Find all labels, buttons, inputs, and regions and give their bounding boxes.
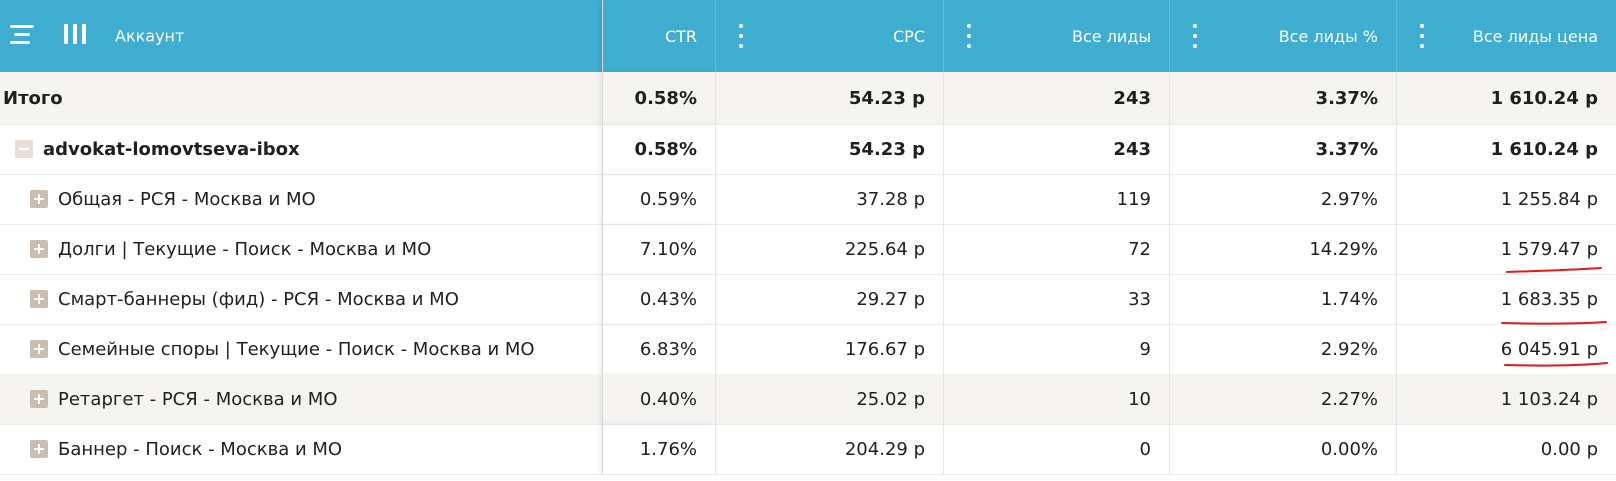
cell-leads: 9	[943, 324, 1169, 374]
expand-icon[interactable]	[30, 240, 48, 258]
header-account-label[interactable]: Аккаунт	[115, 26, 185, 46]
column-menu-icon[interactable]	[1188, 24, 1202, 48]
row-name-cell: Общая - РСЯ - Москва и МО	[0, 174, 602, 224]
table-row[interactable]: Смарт-баннеры (фид) - РСЯ - Москва и МО …	[0, 274, 1616, 325]
cell-leads-pct: 3.37%	[1169, 124, 1396, 174]
cell-cpc: 204.29 р	[715, 424, 943, 474]
expand-icon[interactable]	[30, 340, 48, 358]
collapse-icon[interactable]	[15, 140, 33, 158]
table-header: Аккаунт CTR CPC Все лиды Все лиды % Все …	[0, 0, 1616, 72]
table-row[interactable]: Ретаргет - РСЯ - Москва и МО 0.40% 25.02…	[0, 374, 1616, 425]
cell-cpc: 37.28 р	[715, 174, 943, 224]
row-name-cell: Семейные споры | Текущие - Поиск - Москв…	[0, 324, 602, 374]
row-name: Смарт-баннеры (фид) - РСЯ - Москва и МО	[58, 288, 459, 310]
header-ctr[interactable]: CTR	[602, 0, 715, 72]
table-row[interactable]: Семейные споры | Текущие - Поиск - Москв…	[0, 324, 1616, 375]
header-leads-pct-label: Все лиды %	[1278, 26, 1378, 46]
header-cpc[interactable]: CPC	[715, 0, 943, 72]
cell-leads-price: 1 255.84 р	[1396, 174, 1616, 224]
table-row[interactable]: Долги | Текущие - Поиск - Москва и МО 7.…	[0, 224, 1616, 275]
cell-leads: 243	[943, 72, 1169, 124]
columns-icon[interactable]	[64, 24, 86, 44]
cell-leads-pct: 2.92%	[1169, 324, 1396, 374]
cell-cpc: 54.23 р	[715, 72, 943, 124]
cell-leads-price: 6 045.91 р	[1396, 324, 1616, 374]
header-cpc-label: CPC	[893, 26, 925, 46]
table-row-account[interactable]: advokat-lomovtseva-ibox 0.58% 54.23 р 24…	[0, 124, 1616, 175]
cell-ctr: 0.43%	[602, 274, 715, 324]
expand-icon[interactable]	[30, 390, 48, 408]
cell-cpc: 176.67 р	[715, 324, 943, 374]
expand-icon[interactable]	[30, 190, 48, 208]
cell-ctr: 1.76%	[602, 424, 715, 474]
row-name: Ретаргет - РСЯ - Москва и МО	[58, 388, 338, 410]
cell-leads-pct: 3.37%	[1169, 72, 1396, 124]
row-name-cell: Долги | Текущие - Поиск - Москва и МО	[0, 224, 602, 274]
cell-leads: 119	[943, 174, 1169, 224]
cell-leads-pct: 14.29%	[1169, 224, 1396, 274]
cell-leads-pct: 2.27%	[1169, 374, 1396, 424]
cell-leads: 0	[943, 424, 1169, 474]
table-row[interactable]: Общая - РСЯ - Москва и МО 0.59% 37.28 р …	[0, 174, 1616, 225]
header-leads-price[interactable]: Все лиды цена	[1396, 0, 1616, 72]
row-name-cell: Ретаргет - РСЯ - Москва и МО	[0, 374, 602, 424]
row-name: Общая - РСЯ - Москва и МО	[58, 188, 316, 210]
table-row-total: Итого 0.58% 54.23 р 243 3.37% 1 610.24 р	[0, 72, 1616, 125]
header-leads-pct[interactable]: Все лиды %	[1169, 0, 1396, 72]
cell-leads: 243	[943, 124, 1169, 174]
cell-leads-pct: 1.74%	[1169, 274, 1396, 324]
cell-cpc: 29.27 р	[715, 274, 943, 324]
cell-leads-price: 1 610.24 р	[1396, 72, 1616, 124]
cell-cpc: 25.02 р	[715, 374, 943, 424]
row-name-cell: Баннер - Поиск - Москва и МО	[0, 424, 602, 474]
cell-leads: 33	[943, 274, 1169, 324]
table-row[interactable]: Баннер - Поиск - Москва и МО 1.76% 204.2…	[0, 424, 1616, 475]
cell-ctr: 0.58%	[602, 72, 715, 124]
cell-leads: 72	[943, 224, 1169, 274]
cell-cpc: 54.23 р	[715, 124, 943, 174]
header-ctr-label: CTR	[664, 26, 697, 46]
cell-ctr: 0.58%	[602, 124, 715, 174]
cell-leads-price: 1 610.24 р	[1396, 124, 1616, 174]
header-leads[interactable]: Все лиды	[943, 0, 1169, 72]
cell-leads: 10	[943, 374, 1169, 424]
row-name: advokat-lomovtseva-ibox	[43, 138, 300, 160]
cell-leads-price: 1 103.24 р	[1396, 374, 1616, 424]
row-name: Итого	[3, 87, 63, 109]
row-name-cell: advokat-lomovtseva-ibox	[0, 124, 602, 174]
expand-icon[interactable]	[30, 440, 48, 458]
cell-leads-price: 1 683.35 р	[1396, 274, 1616, 324]
column-menu-icon[interactable]	[1415, 24, 1429, 48]
cell-cpc: 225.64 р	[715, 224, 943, 274]
row-name: Баннер - Поиск - Москва и МО	[58, 438, 343, 460]
header-leads-price-label: Все лиды цена	[1472, 26, 1598, 46]
hamburger-menu-icon[interactable]	[10, 22, 34, 48]
row-name: Долги | Текущие - Поиск - Москва и МО	[58, 238, 432, 260]
column-menu-icon[interactable]	[734, 24, 748, 48]
row-name-cell: Смарт-баннеры (фид) - РСЯ - Москва и МО	[0, 274, 602, 324]
cell-leads-pct: 2.97%	[1169, 174, 1396, 224]
cell-leads-pct: 0.00%	[1169, 424, 1396, 474]
cell-ctr: 7.10%	[602, 224, 715, 274]
cell-ctr: 0.40%	[602, 374, 715, 424]
cell-ctr: 6.83%	[602, 324, 715, 374]
header-account-cell: Аккаунт	[0, 0, 602, 72]
cell-leads-price: 1 579.47 р	[1396, 224, 1616, 274]
column-menu-icon[interactable]	[962, 24, 976, 48]
cell-leads-price: 0.00 р	[1396, 424, 1616, 474]
cell-ctr: 0.59%	[602, 174, 715, 224]
header-leads-label: Все лиды	[1071, 26, 1151, 46]
row-name: Семейные споры | Текущие - Поиск - Москв…	[58, 338, 535, 360]
expand-icon[interactable]	[30, 290, 48, 308]
